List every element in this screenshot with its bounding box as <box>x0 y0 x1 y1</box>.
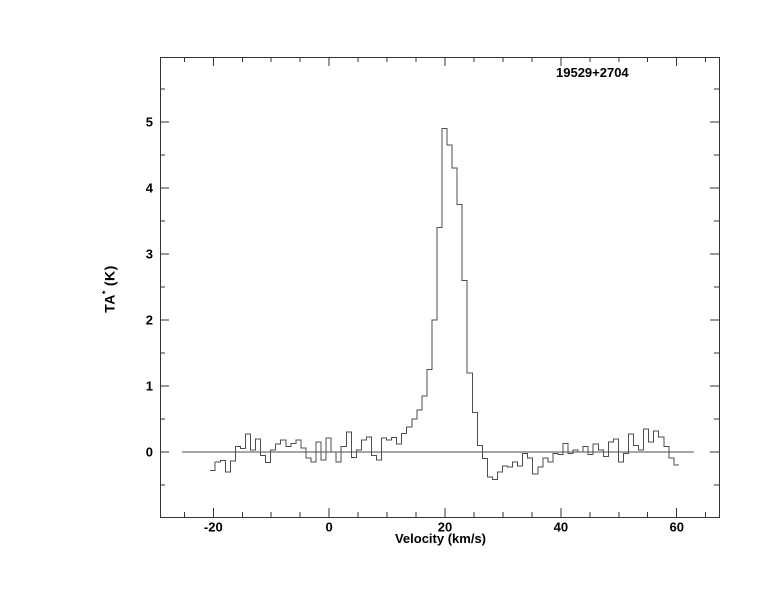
x-axis-label: Velocity (km/s) <box>394 531 487 546</box>
source-title: 19529+2704 <box>556 65 629 80</box>
y-tick-label: 2 <box>146 312 153 327</box>
y-tick-label: 4 <box>146 181 154 196</box>
y-axis-label: TA* (K) <box>100 265 118 313</box>
spectrum-step-line <box>210 128 679 481</box>
y-axis-label-unit: (K) <box>101 265 118 287</box>
y-axis-label-sup: * <box>100 290 111 295</box>
x-tick-label: 20 <box>438 520 452 535</box>
y-tick-label: 3 <box>146 247 153 262</box>
y-tick-label: 5 <box>146 115 153 130</box>
x-tick-label: 0 <box>326 520 333 535</box>
y-axis-label-base: TA <box>101 294 118 313</box>
x-tick-label: 40 <box>554 520 568 535</box>
y-tick-label: 1 <box>146 378 153 393</box>
x-tick-label: -20 <box>204 520 223 535</box>
y-tick-label: 0 <box>146 444 153 459</box>
x-tick-label: 60 <box>669 520 683 535</box>
